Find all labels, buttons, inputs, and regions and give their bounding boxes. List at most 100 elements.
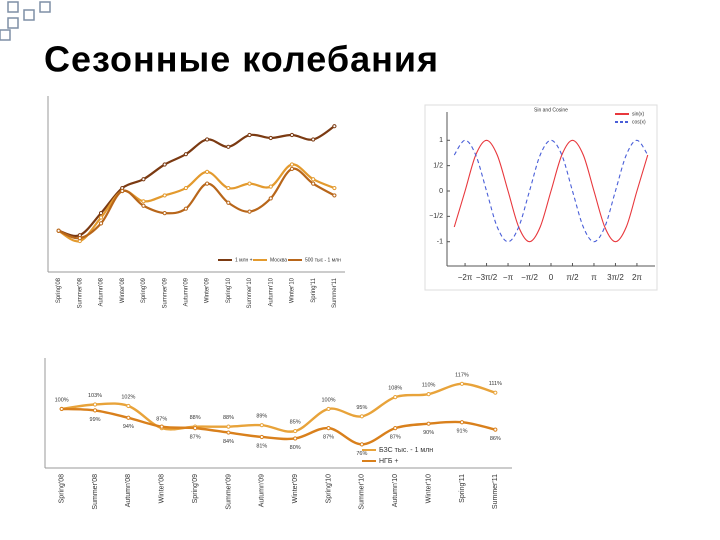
data-point bbox=[247, 209, 252, 214]
x-tick-label: π bbox=[591, 273, 597, 282]
data-point bbox=[426, 392, 431, 397]
data-point bbox=[126, 415, 131, 420]
data-point bbox=[162, 193, 167, 198]
data-point bbox=[289, 162, 295, 167]
x-tick-label: 3π/2 bbox=[607, 273, 624, 282]
chart-frame bbox=[424, 104, 658, 291]
data-point bbox=[98, 210, 104, 216]
data-point bbox=[493, 427, 498, 432]
value-label: 85% bbox=[290, 420, 301, 426]
series-line bbox=[61, 407, 496, 446]
value-label: 87% bbox=[390, 435, 401, 441]
x-tick-label: Spring'11 bbox=[459, 474, 466, 503]
data-point bbox=[141, 199, 146, 204]
data-point bbox=[293, 428, 298, 434]
data-point bbox=[162, 162, 167, 167]
x-tick-label: Spring'11 bbox=[311, 277, 317, 302]
data-point bbox=[289, 132, 295, 138]
data-point bbox=[359, 442, 364, 447]
data-point bbox=[92, 402, 98, 407]
data-point bbox=[326, 426, 331, 431]
value-label: 108% bbox=[388, 386, 402, 392]
data-point bbox=[92, 408, 98, 413]
value-label: 76% bbox=[356, 451, 367, 457]
x-tick-label: Summer'08 bbox=[92, 474, 99, 510]
decoration bbox=[0, 1, 51, 41]
x-tick-label: Autumn'08 bbox=[125, 474, 132, 507]
value-label: 95% bbox=[356, 405, 367, 411]
value-label: 87% bbox=[323, 435, 334, 441]
data-point bbox=[141, 177, 146, 182]
x-tick-label: Summer'10 bbox=[359, 474, 366, 510]
data-point bbox=[226, 424, 231, 429]
y-tick-label: 1/2 bbox=[433, 162, 443, 169]
data-point bbox=[289, 166, 295, 172]
value-label: 94% bbox=[123, 424, 134, 430]
data-point bbox=[259, 423, 264, 428]
data-point bbox=[493, 390, 498, 395]
data-point bbox=[326, 406, 331, 412]
x-tick-label: Winter'09 bbox=[292, 474, 299, 503]
data-point bbox=[247, 181, 252, 186]
legend-label: БЗС тыс. - 1 млн bbox=[379, 447, 433, 454]
x-tick-label: Winter'10 bbox=[425, 474, 432, 503]
x-tick-label: Summer'09 bbox=[225, 474, 232, 510]
value-label: 86% bbox=[490, 436, 501, 442]
data-point bbox=[226, 430, 231, 435]
x-tick-label: π/2 bbox=[566, 273, 579, 282]
data-point bbox=[226, 200, 231, 205]
data-point bbox=[332, 185, 337, 191]
x-tick-label: Autumn'10 bbox=[268, 277, 274, 306]
x-tick-label: Summer'08 bbox=[77, 277, 83, 308]
legend-label: cos(x) bbox=[632, 119, 646, 125]
x-tick-label: Spring'10 bbox=[325, 474, 332, 503]
series-line bbox=[61, 382, 496, 433]
value-label: 99% bbox=[90, 417, 101, 423]
x-tick-label: Spring'08 bbox=[56, 277, 62, 303]
x-tick-label: Winter'10 bbox=[290, 277, 296, 303]
data-point bbox=[120, 188, 125, 194]
chart-title: Sin and Cosine bbox=[534, 107, 568, 113]
data-point bbox=[268, 184, 273, 189]
data-point bbox=[311, 177, 316, 182]
y-tick-label: −1/2 bbox=[429, 213, 443, 220]
deco-square bbox=[0, 29, 11, 41]
data-point bbox=[393, 395, 398, 400]
data-point bbox=[183, 152, 188, 157]
data-point bbox=[311, 137, 316, 142]
data-point bbox=[141, 203, 146, 208]
deco-square bbox=[23, 9, 35, 21]
data-point bbox=[426, 421, 431, 426]
value-label: 89% bbox=[256, 414, 267, 420]
x-tick-label: Spring'10 bbox=[226, 277, 232, 303]
data-point bbox=[183, 185, 188, 191]
data-point bbox=[205, 181, 210, 186]
data-point bbox=[98, 221, 104, 226]
value-label: 88% bbox=[190, 415, 201, 421]
value-label: 80% bbox=[290, 445, 301, 451]
x-tick-label: −3π/2 bbox=[476, 273, 498, 282]
data-point bbox=[59, 406, 64, 412]
data-point bbox=[77, 236, 82, 241]
data-point bbox=[183, 206, 188, 211]
x-tick-label: 2π bbox=[632, 273, 642, 282]
x-tick-label: Summer'10 bbox=[247, 277, 253, 308]
x-tick-label: Winter'08 bbox=[159, 474, 166, 503]
value-label: 87% bbox=[156, 417, 167, 423]
legend-label: 500 тыс - 1 млн bbox=[305, 257, 341, 263]
y-tick-label: -1 bbox=[437, 239, 443, 246]
x-tick-label: Autumn'09 bbox=[183, 277, 189, 306]
deco-square bbox=[39, 1, 51, 13]
data-point bbox=[359, 414, 364, 419]
data-point bbox=[259, 434, 264, 440]
value-label: 103% bbox=[88, 393, 102, 399]
deco-square bbox=[7, 1, 19, 13]
data-point bbox=[332, 193, 337, 198]
value-label: 111% bbox=[489, 381, 502, 387]
x-tick-label: Summer'11 bbox=[492, 474, 499, 509]
value-label: 87% bbox=[190, 435, 201, 441]
deco-square bbox=[7, 17, 19, 29]
data-point bbox=[459, 381, 465, 386]
value-label: 84% bbox=[223, 439, 234, 445]
